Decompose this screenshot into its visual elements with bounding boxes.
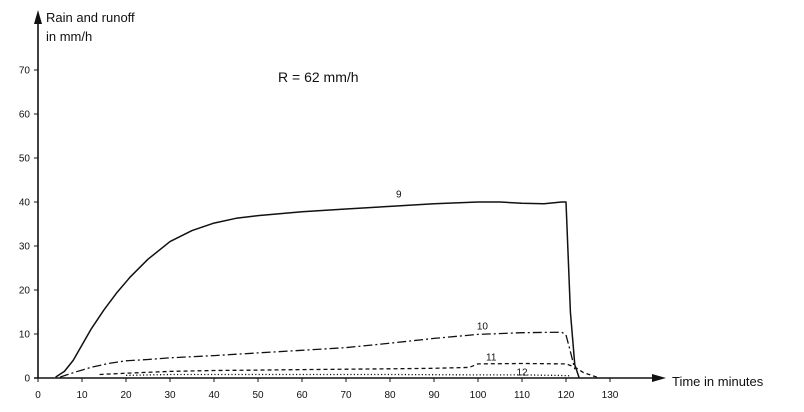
- y-tick-label: 60: [19, 110, 31, 121]
- y-tick-label: 0: [24, 374, 30, 385]
- y-axis-title-line2: in mm/h: [46, 29, 92, 44]
- y-tick-label: 70: [19, 66, 31, 77]
- series-line-11: [99, 362, 598, 378]
- x-axis-arrow: [652, 374, 666, 382]
- x-tick-label: 110: [514, 390, 530, 401]
- x-ticks: 0 10 20 30 40 50 60 70 80 90 100 110 120 130: [35, 378, 619, 401]
- y-tick-label: 20: [19, 286, 31, 297]
- x-tick-label: 120: [558, 390, 575, 401]
- series-10: 10: [59, 322, 576, 378]
- y-axis-arrow: [34, 10, 42, 24]
- series-11: 11: [99, 352, 598, 378]
- x-tick-label: 60: [296, 390, 308, 401]
- y-ticks: 0 10 20 30 40 50 60 70: [19, 66, 38, 385]
- series-9: 9: [55, 190, 580, 379]
- y-tick-label: 30: [19, 242, 31, 253]
- series-group: 9 10 11 12: [55, 190, 598, 379]
- series-label-10: 10: [477, 322, 489, 333]
- y-tick-label: 40: [19, 198, 31, 209]
- series-label-9: 9: [396, 190, 402, 201]
- y-tick-label: 10: [19, 330, 31, 341]
- x-tick-label: 50: [252, 390, 264, 401]
- x-tick-label: 30: [164, 390, 176, 401]
- axes: [34, 10, 666, 382]
- x-tick-label: 40: [208, 390, 220, 401]
- series-line-10: [59, 331, 576, 378]
- series-label-11: 11: [486, 352, 497, 363]
- x-tick-label: 20: [120, 390, 132, 401]
- series-label-12: 12: [516, 367, 528, 378]
- x-tick-label: 80: [384, 390, 396, 401]
- rain-intensity-annotation: R = 62 mm/h: [278, 69, 359, 85]
- series-12: 12: [125, 367, 571, 378]
- x-tick-label: 100: [470, 390, 487, 401]
- x-tick-label: 10: [76, 390, 88, 401]
- series-line-9: [55, 201, 580, 379]
- x-tick-label: 0: [35, 390, 41, 401]
- x-axis-title: Time in minutes: [672, 374, 764, 389]
- series-line-12: [125, 373, 571, 377]
- x-tick-label: 90: [428, 390, 440, 401]
- y-tick-label: 50: [19, 154, 31, 165]
- x-tick-label: 70: [340, 390, 352, 401]
- y-axis-title-line1: Rain and runoff: [46, 10, 135, 25]
- x-tick-label: 130: [602, 390, 619, 401]
